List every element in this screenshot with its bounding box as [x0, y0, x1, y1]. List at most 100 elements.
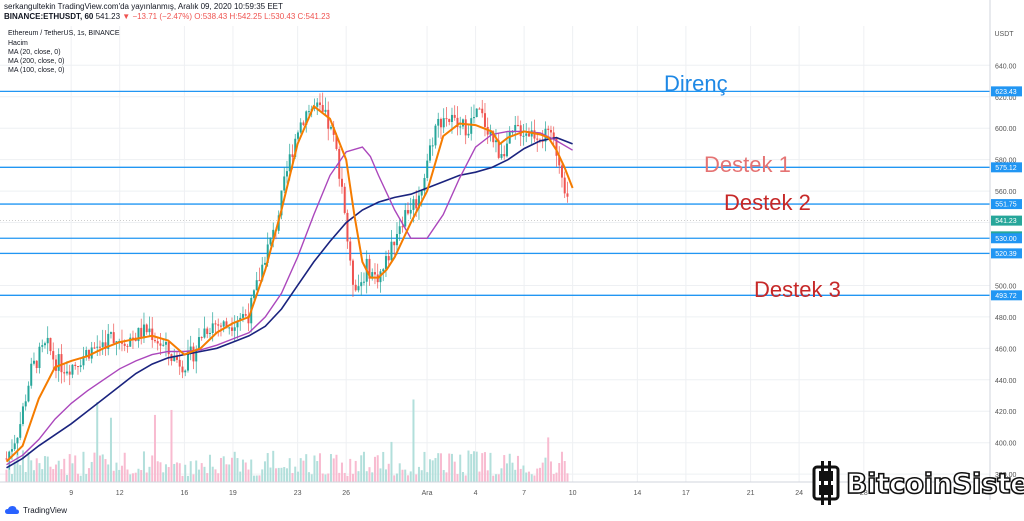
volume-bar [266, 453, 269, 482]
volume-bar [123, 452, 126, 482]
volume-bar [206, 473, 209, 482]
candle-body [409, 209, 412, 214]
candle-body [115, 341, 118, 344]
open-value: O:538.43 [194, 12, 228, 21]
candle-body [503, 154, 506, 157]
volume-bar [560, 451, 563, 482]
candle-body [13, 443, 16, 450]
high-value: H:542.25 [229, 12, 262, 21]
volume-bar [536, 468, 539, 482]
volume-bar [555, 472, 558, 482]
volume-bar [492, 475, 495, 482]
volume-bar [494, 474, 497, 482]
volume-bar [85, 473, 88, 482]
candle-body [519, 125, 522, 137]
legend-ma20[interactable]: MA (20, close, 0) [8, 49, 61, 56]
candle-body [137, 327, 140, 342]
price-tag-label: 520.39 [995, 251, 1017, 258]
volume-bar [43, 456, 46, 482]
candle-body [514, 124, 517, 132]
volume-bar [373, 456, 376, 482]
publisher-line: serkangultekin TradingView.com'da yayınl… [4, 2, 283, 11]
candlestick-series [5, 92, 569, 470]
candle-body [525, 133, 528, 136]
volume-bar [203, 466, 206, 482]
volume-bar [129, 474, 132, 482]
volume-bar [104, 459, 107, 482]
candle-body [189, 346, 192, 351]
candle-body [536, 138, 539, 140]
volume-bar [503, 455, 506, 482]
candle-body [241, 314, 244, 318]
volume-bar [420, 470, 423, 482]
volume-bar [93, 452, 96, 482]
volume-bar [137, 468, 140, 482]
price-change: −13.71 (−2.47%) [132, 12, 193, 21]
candle-body [175, 355, 178, 360]
candle-body [489, 131, 492, 135]
volume-bar [346, 475, 349, 482]
y-tick-label: 500.00 [995, 283, 1017, 290]
price-tag-bg [991, 215, 1022, 226]
candle-body [85, 349, 88, 357]
x-tick-label: 23 [294, 490, 302, 497]
candle-body [464, 119, 467, 136]
volume-bar [538, 467, 541, 482]
volume-bar [313, 455, 316, 482]
candle-body [263, 262, 266, 265]
candle-body [140, 327, 143, 339]
legend-volume[interactable]: Hacim [8, 40, 28, 47]
volume-bar [126, 469, 129, 482]
candle-body [437, 118, 440, 126]
x-tick-label: 19 [229, 490, 237, 497]
volume-bar [329, 454, 332, 482]
candle-body [299, 122, 302, 133]
candle-body [203, 328, 206, 338]
volume-bar [82, 451, 85, 482]
legend-title[interactable]: Ethereum / TetherUS, 1s, BINANCE [8, 30, 120, 37]
horizontal-levels[interactable] [0, 90, 990, 296]
candle-body [442, 118, 445, 128]
candle-body [505, 143, 508, 157]
volume-bar [387, 463, 390, 482]
candle-body [453, 114, 456, 118]
moving-averages [5, 104, 574, 469]
volume-bar [280, 467, 283, 482]
candle-body [96, 346, 99, 348]
volume-bar [181, 475, 184, 482]
volume-bar [450, 453, 453, 482]
candle-body [107, 333, 110, 349]
candle-body [148, 328, 151, 333]
candle-body [283, 176, 286, 191]
volume-bar [417, 466, 420, 482]
tradingview-brand: TradingView [23, 505, 68, 515]
volume-bar [74, 455, 77, 482]
candle-body [151, 328, 154, 341]
legend-ma200[interactable]: MA (200, close, 0) [8, 58, 65, 65]
volume-bar [530, 474, 533, 482]
legend-ma100[interactable]: MA (100, close, 0) [8, 67, 65, 74]
candle-body [104, 342, 107, 349]
tradingview-cloud-icon [5, 506, 19, 514]
tradingview-footer[interactable]: TradingView [4, 505, 67, 515]
candle-body [38, 346, 41, 369]
volume-bar [563, 461, 566, 482]
volume-bar [412, 399, 415, 482]
candle-body [186, 350, 189, 371]
candle-body [563, 177, 566, 194]
volume-bar [357, 471, 360, 482]
candle-body [516, 124, 519, 126]
volume-bar [46, 456, 49, 482]
candle-body [555, 138, 558, 156]
candle-body [10, 449, 13, 452]
candle-body [236, 320, 239, 328]
candle-body [255, 280, 258, 291]
candle-body [214, 323, 217, 325]
volume-bar [522, 465, 525, 482]
low-value: L:530.43 [264, 12, 296, 21]
candle-body [225, 321, 228, 329]
volume-bar [486, 470, 489, 482]
volume-bar [409, 471, 412, 482]
candle-body [19, 424, 22, 438]
candle-body [208, 333, 211, 335]
